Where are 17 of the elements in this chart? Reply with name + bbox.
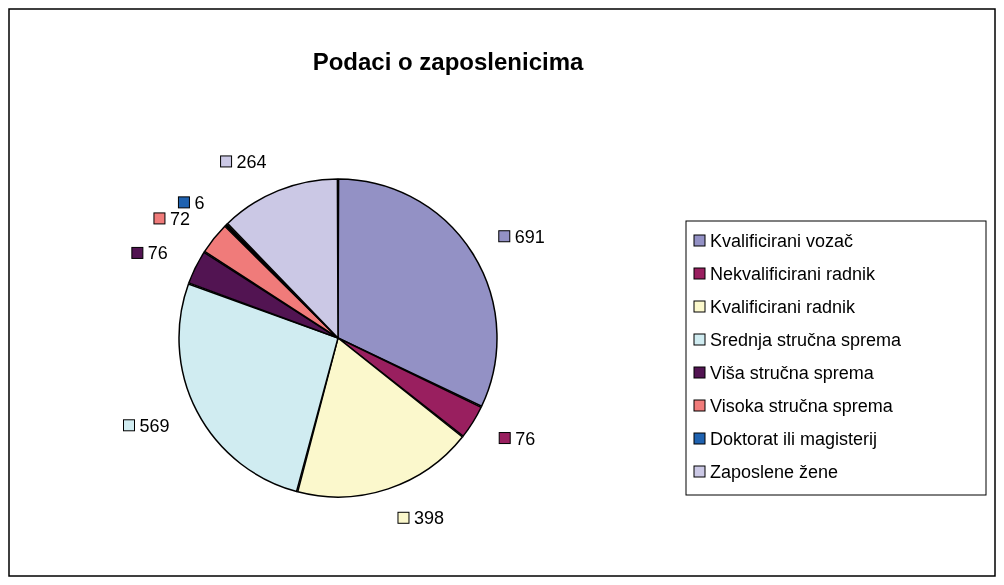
legend-label: Nekvalificirani radnik <box>710 264 877 284</box>
legend-label: Doktorat ili magisterij <box>710 429 878 449</box>
legend-label: Srednja stručna sprema <box>710 330 903 350</box>
legend-label: Kvalificirani radnik <box>710 297 857 317</box>
data-label: 264 <box>236 151 267 172</box>
data-label: 76 <box>147 243 168 264</box>
legend-label: Viša stručna sprema <box>710 363 875 383</box>
data-label: 398 <box>413 508 445 529</box>
data-label: 76 <box>515 428 536 449</box>
legend-label: Visoka stručna sprema <box>710 396 894 416</box>
legend-label: Kvalificirani vozač <box>710 231 854 251</box>
data-label: 72 <box>169 208 190 229</box>
data-label: 6 <box>194 192 205 213</box>
chart-title: Podaci o zaposlenicima <box>312 48 585 75</box>
legend-label: Zaposlene žene <box>710 462 839 482</box>
data-label: 691 <box>514 226 545 247</box>
data-label: 569 <box>139 415 170 436</box>
